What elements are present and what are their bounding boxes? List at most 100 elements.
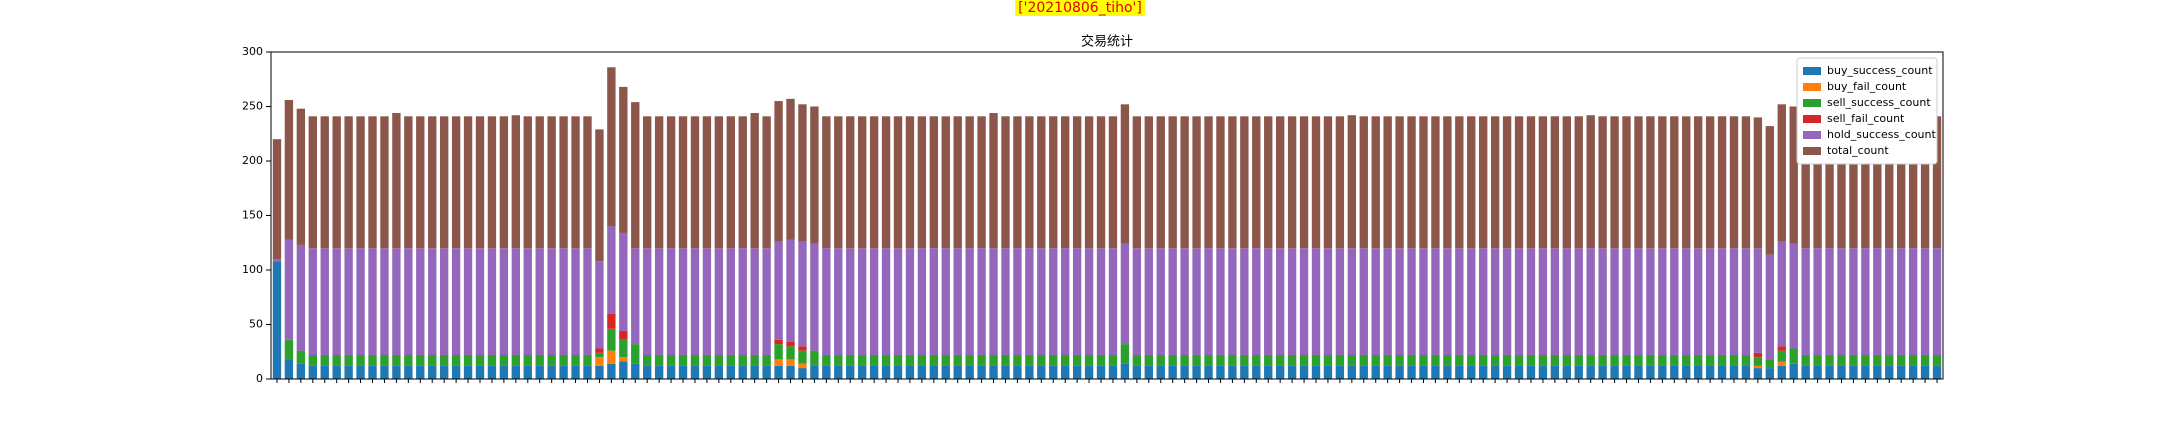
bar-segment [1849, 248, 1858, 356]
bar-segment [380, 248, 389, 356]
bar-segment [571, 248, 580, 356]
bar-segment [1264, 355, 1273, 366]
bar-segment [416, 355, 425, 366]
bar-segment [1646, 248, 1655, 356]
bar-segment [1347, 355, 1357, 366]
bar-segment [1204, 355, 1213, 366]
bar-segment [1610, 248, 1619, 356]
bar-segment [380, 365, 389, 379]
bar-segment [1240, 355, 1249, 366]
bar-segment [571, 116, 580, 249]
bar-segment [296, 244, 306, 351]
bar-segment [1072, 365, 1082, 379]
bar-segment [1705, 365, 1715, 379]
bar-segment [559, 355, 568, 366]
bar-segment [1431, 355, 1440, 366]
bar-segment [1658, 116, 1667, 249]
bar-segment [786, 239, 795, 342]
bar-segment [714, 116, 724, 249]
bar-segment [762, 365, 771, 379]
bar-segment [1789, 243, 1798, 349]
bar-segment [1658, 355, 1667, 366]
bar-segment [893, 248, 903, 356]
bar-segment [1670, 116, 1679, 249]
bar-segment [1490, 248, 1500, 356]
bar-segment [1526, 355, 1536, 366]
bar-segment [822, 248, 831, 356]
bar-segment [1395, 116, 1404, 249]
bar-segment [869, 248, 879, 356]
bar-segment [738, 365, 747, 379]
bar-segment [1061, 355, 1070, 366]
bar-segment [881, 355, 891, 366]
bar-segment [1717, 355, 1727, 366]
bar-segment [726, 116, 735, 249]
bar-segment [977, 116, 986, 249]
bar-segment [1168, 248, 1177, 356]
bar-segment [1455, 365, 1464, 379]
bar-segment [320, 365, 329, 379]
bar-segment [953, 116, 962, 249]
bar-segment [416, 116, 425, 249]
bar-segment [1550, 248, 1560, 356]
bar-segment [1096, 365, 1106, 379]
bar-segment [463, 248, 473, 356]
bar-segment [1311, 116, 1321, 249]
bar-segment [1419, 116, 1428, 249]
bar-segment [929, 355, 939, 366]
bar-segment [392, 365, 401, 379]
bar-segment [1682, 365, 1691, 379]
bar-segment [1180, 248, 1189, 356]
bar-segment [1610, 116, 1619, 249]
bar-segment [1753, 357, 1763, 366]
bar-segment [1275, 116, 1285, 249]
bar-segment [344, 365, 353, 379]
bar-segment [272, 139, 282, 260]
bar-segment [499, 248, 509, 356]
bar-segment [392, 355, 401, 366]
bar-segment [356, 116, 365, 249]
bar-segment [654, 116, 664, 249]
bar-segment [822, 355, 831, 366]
y-tick-label: 150 [242, 209, 263, 222]
bar-segment [344, 355, 353, 366]
y-tick-label: 50 [249, 318, 263, 331]
bar-segment [1395, 365, 1404, 379]
bar-segment [1682, 248, 1691, 356]
bar-segment [487, 248, 497, 356]
bar-segment [893, 365, 903, 379]
bar-segment [1837, 248, 1846, 356]
bar-segment [1849, 355, 1858, 366]
bar-segment [1574, 116, 1583, 249]
bar-segment [1693, 248, 1703, 356]
bar-segment [965, 116, 974, 249]
bar-segment [1383, 248, 1392, 356]
bar-segment [1108, 355, 1118, 366]
bar-segment [1359, 116, 1368, 249]
bar-segment [1538, 355, 1548, 366]
bar-segment [583, 355, 592, 366]
bar-segment [1025, 355, 1034, 366]
bar-segment [1204, 248, 1213, 356]
bar-segment [1037, 116, 1046, 249]
bar-segment [1443, 355, 1452, 366]
bar-segment [1717, 116, 1727, 249]
bar-segment [571, 365, 580, 379]
bar-segment [475, 355, 485, 366]
bar-segment [1705, 355, 1715, 366]
bar-segment [1049, 365, 1058, 379]
bar-segment [1371, 248, 1380, 356]
bar-segment [1885, 116, 1894, 249]
bar-segment [1777, 104, 1786, 242]
bar-segment [619, 86, 628, 233]
bar-segment [822, 365, 831, 379]
bar-segment [1538, 116, 1548, 249]
bar-segment [1908, 248, 1918, 356]
bar-segment [1885, 355, 1894, 366]
bar-segment [1622, 248, 1631, 356]
bar-segment [1072, 116, 1082, 249]
bar-segment [1932, 355, 1942, 366]
bar-segment [678, 365, 688, 379]
bar-segment [1885, 248, 1894, 356]
